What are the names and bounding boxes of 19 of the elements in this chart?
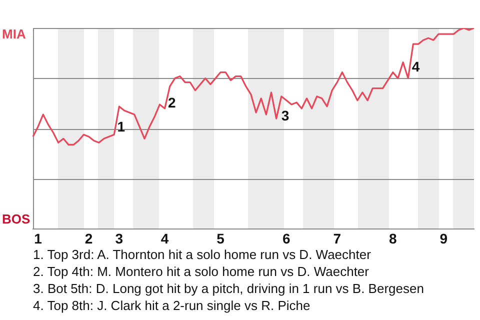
x-tick-label: 9 xyxy=(440,230,448,246)
text: BOS xyxy=(2,212,30,227)
annotation: 3 xyxy=(281,107,290,124)
annotation: 1 xyxy=(117,118,126,134)
text: 2. Top 4th: M. Montero hit a solo home run vs D. Waechter xyxy=(33,263,370,280)
x-tick-label: 4 xyxy=(160,230,169,246)
x-tick-label: 6 xyxy=(282,230,291,246)
annotation: 4 xyxy=(412,58,420,75)
annotation: 2 xyxy=(168,94,176,111)
x-tick-label: 5 xyxy=(216,230,225,246)
text: 1. Top 3rd: A. Thornton hit a solo home run vs D. Waechter xyxy=(33,246,372,263)
x-tick-label: 7 xyxy=(333,230,342,246)
x-tick-label: 1 xyxy=(34,230,42,246)
x-tick-label: 8 xyxy=(389,230,397,246)
text: 4. Top 8th: J. Clark hit a 2-run single vs R. Piche xyxy=(33,297,312,314)
x-tick-label: 3 xyxy=(115,230,124,246)
text: 3. Bot 5th: D. Long got hit by a pitch, driving in 1 run vs B. Bergesen xyxy=(33,280,425,297)
x-tick-label: 2 xyxy=(84,230,93,246)
text: MIA xyxy=(2,26,26,42)
